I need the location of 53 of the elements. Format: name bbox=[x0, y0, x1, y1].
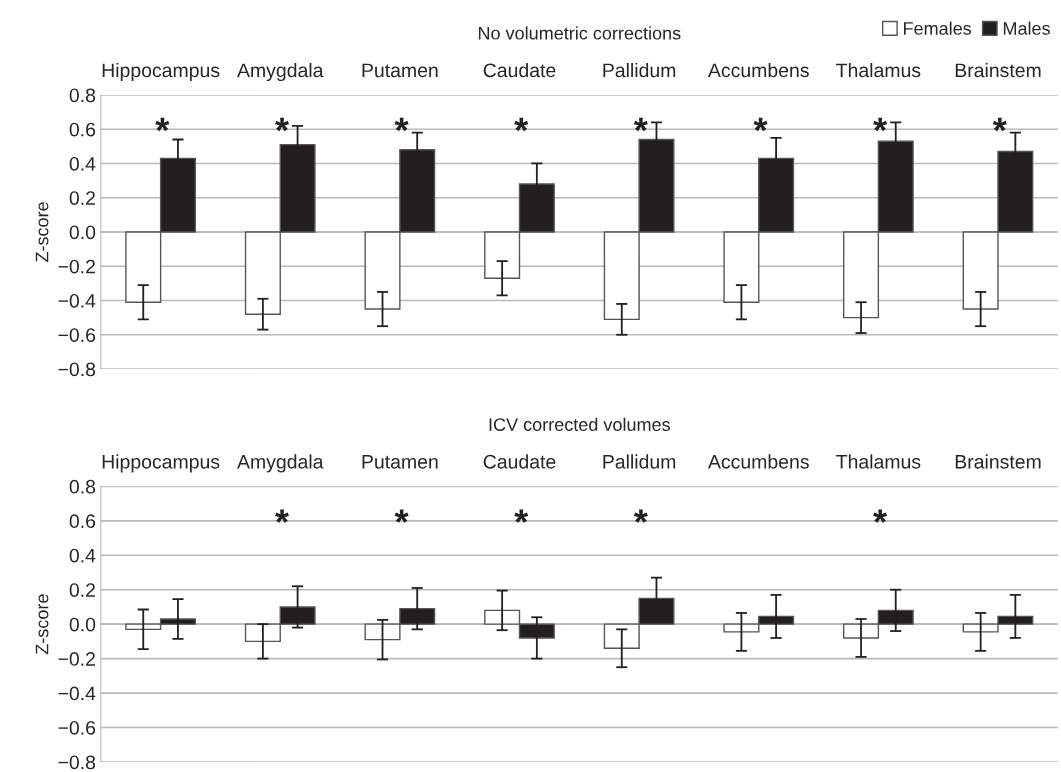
y-tick-label: −0.8 bbox=[58, 755, 96, 770]
y-tick-label: 0.4 bbox=[69, 548, 96, 563]
chart-title: ICV corrected volumes bbox=[489, 417, 670, 431]
y-tick-label: −0.2 bbox=[58, 652, 95, 666]
x-tick-label: Hippocampus bbox=[102, 454, 220, 473]
data-label: * bbox=[155, 117, 170, 132]
x-tick-label: Amygdala bbox=[237, 62, 324, 82]
chart-title: No volumetric corrections bbox=[478, 26, 681, 40]
y-tick-label: −0.4 bbox=[58, 293, 96, 308]
y-tick-label: 0.4 bbox=[69, 156, 96, 171]
x-tick-label: Thalamus bbox=[836, 62, 921, 78]
data-label: * bbox=[633, 117, 648, 132]
data-label: * bbox=[514, 117, 529, 132]
data-label: * bbox=[992, 117, 1007, 132]
y-tick-label: 0.8 bbox=[69, 88, 96, 103]
data-label: * bbox=[275, 117, 289, 132]
y-tick-label: 0.8 bbox=[69, 479, 96, 494]
data-label: * bbox=[514, 509, 529, 523]
x-tick-label: Caudate bbox=[483, 62, 556, 78]
y-tick-label: −0.8 bbox=[58, 362, 96, 377]
y-tick-label: 0.2 bbox=[69, 191, 95, 205]
data-label: * bbox=[873, 509, 888, 523]
y-tick-label: −0.4 bbox=[58, 686, 96, 701]
y-tick-label: −0.6 bbox=[58, 328, 96, 342]
y-tick-label: 0.6 bbox=[69, 514, 96, 529]
x-tick-label: Amygdala bbox=[237, 454, 324, 473]
x-tick-label: Thalamus bbox=[836, 454, 921, 469]
x-tick-label: Accumbens bbox=[707, 62, 809, 78]
x-tick-label: Brainstem bbox=[955, 454, 1041, 469]
x-tick-label: Pallidum bbox=[603, 62, 676, 78]
y-tick-label: 0.0 bbox=[69, 225, 96, 240]
x-tick-label: Putamen bbox=[362, 455, 438, 469]
data-label: * bbox=[394, 117, 409, 132]
x-tick-label: Caudate bbox=[483, 454, 556, 469]
legend-label: Females bbox=[903, 21, 972, 35]
y-tick-label: −0.6 bbox=[58, 720, 96, 735]
y-tick-label: 0.0 bbox=[69, 617, 96, 632]
x-tick-label: Putamen bbox=[362, 63, 438, 78]
x-tick-label: Pallidum bbox=[603, 454, 676, 469]
x-tick-label: Accumbens bbox=[707, 454, 809, 469]
y-tick-label: 0.2 bbox=[69, 583, 95, 597]
x-tick-label: Hippocampus bbox=[102, 62, 220, 82]
y-tick-label: 0.6 bbox=[69, 122, 96, 137]
legend-label: Males bbox=[1003, 21, 1050, 35]
x-tick-label: Brainstem bbox=[955, 62, 1041, 78]
data-label: * bbox=[873, 117, 888, 132]
y-axis-title: Z-score bbox=[35, 594, 49, 655]
data-label: * bbox=[275, 509, 289, 523]
y-tick-label: −0.2 bbox=[58, 259, 95, 274]
data-label: * bbox=[394, 509, 409, 523]
data-label: * bbox=[633, 509, 648, 523]
y-axis-title: Z-score bbox=[35, 202, 49, 263]
data-label: * bbox=[753, 117, 768, 132]
